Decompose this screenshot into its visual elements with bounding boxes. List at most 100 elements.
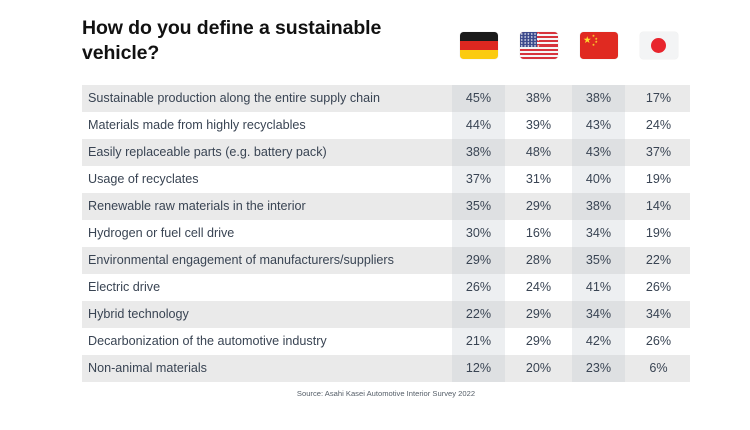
slide-header: How do you define a sustainable vehicle? xyxy=(82,16,690,76)
cell-japan: 26% xyxy=(645,280,672,294)
column-highlight-band-china xyxy=(572,220,625,247)
cell-germany: 21% xyxy=(465,334,492,348)
cell-japan: 37% xyxy=(645,145,672,159)
cell-china: 43% xyxy=(585,118,612,132)
column-header-japan xyxy=(632,29,685,62)
row-label: Usage of recyclates xyxy=(88,172,199,186)
cell-japan: 26% xyxy=(645,334,672,348)
flag-germany-icon xyxy=(459,32,498,59)
table-row: Hydrogen or fuel cell drive 30% 16% 34% 19% xyxy=(82,220,690,247)
cell-japan: 6% xyxy=(649,361,668,375)
cell-japan: 22% xyxy=(645,253,672,267)
column-header-germany xyxy=(452,29,505,62)
column-highlight-band-germany xyxy=(452,301,505,328)
column-highlight-band-china xyxy=(572,112,625,139)
column-highlight-band-germany xyxy=(452,274,505,301)
row-label: Hybrid technology xyxy=(88,307,189,321)
cell-germany: 37% xyxy=(465,172,492,186)
cell-usa: 39% xyxy=(525,118,552,132)
column-header-china: ★ ★ ★ ★ ★ xyxy=(572,29,625,62)
flag-japan-icon xyxy=(639,32,678,59)
cell-japan: 19% xyxy=(645,226,672,240)
flag-usa-icon: ★★★★★★ ★★★★★ ★★★★★★ ★★★★★ ★★★★★★ xyxy=(519,32,558,59)
table-row: Easily replaceable parts (e.g. battery p… xyxy=(82,139,690,166)
cell-usa: 29% xyxy=(525,307,552,321)
cell-china: 42% xyxy=(585,334,612,348)
cell-japan: 34% xyxy=(645,307,672,321)
column-highlight-band-germany xyxy=(452,112,505,139)
row-label: Sustainable production along the entire … xyxy=(88,91,380,105)
column-header-usa: ★★★★★★ ★★★★★ ★★★★★★ ★★★★★ ★★★★★★ xyxy=(512,29,565,62)
row-label: Decarbonization of the automotive indust… xyxy=(88,334,327,348)
column-highlight-band-china xyxy=(572,301,625,328)
cell-japan: 17% xyxy=(645,91,672,105)
cell-germany: 22% xyxy=(465,307,492,321)
cell-china: 43% xyxy=(585,145,612,159)
row-label: Materials made from highly recyclables xyxy=(88,118,306,132)
table-row: Renewable raw materials in the interior 3… xyxy=(82,193,690,220)
column-highlight-band-germany xyxy=(452,247,505,274)
column-highlight-band-germany xyxy=(452,328,505,355)
row-label: Electric drive xyxy=(88,280,161,294)
column-highlight-band-germany xyxy=(452,355,505,382)
table-row: Non-animal materials 12% 20% 23% 6% xyxy=(82,355,690,382)
row-label: Non-animal materials xyxy=(88,361,207,375)
cell-china: 23% xyxy=(585,361,612,375)
cell-germany: 30% xyxy=(465,226,492,240)
cell-germany: 35% xyxy=(465,199,492,213)
column-highlight-band-china xyxy=(572,139,625,166)
column-highlight-band-china xyxy=(572,247,625,274)
cell-usa: 16% xyxy=(525,226,552,240)
column-highlight-band-china xyxy=(572,355,625,382)
cell-germany: 44% xyxy=(465,118,492,132)
row-label: Easily replaceable parts (e.g. battery p… xyxy=(88,145,327,159)
column-highlight-band-germany xyxy=(452,139,505,166)
table-row: Hybrid technology 22% 29% 34% 34% xyxy=(82,301,690,328)
cell-germany: 26% xyxy=(465,280,492,294)
cell-china: 38% xyxy=(585,199,612,213)
row-label: Environmental engagement of manufacturer… xyxy=(88,253,394,267)
cell-germany: 45% xyxy=(465,91,492,105)
cell-usa: 48% xyxy=(525,145,552,159)
table-row: Decarbonization of the automotive indust… xyxy=(82,328,690,355)
cell-china: 40% xyxy=(585,172,612,186)
source-note: Source: Asahi Kasei Automotive Interior … xyxy=(296,389,476,398)
table-row: Sustainable production along the entire … xyxy=(82,85,690,112)
flag-china-icon: ★ ★ ★ ★ ★ xyxy=(579,32,618,59)
column-highlight-band-germany xyxy=(452,193,505,220)
cell-usa: 29% xyxy=(525,199,552,213)
cell-germany: 29% xyxy=(465,253,492,267)
column-highlight-band-china xyxy=(572,328,625,355)
column-highlight-band-china xyxy=(572,166,625,193)
cell-china: 34% xyxy=(585,226,612,240)
row-label: Renewable raw materials in the interior xyxy=(88,199,306,213)
column-highlight-band-germany xyxy=(452,166,505,193)
cell-china: 41% xyxy=(585,280,612,294)
cell-china: 38% xyxy=(585,91,612,105)
column-highlight-band-china xyxy=(572,85,625,112)
cell-china: 34% xyxy=(585,307,612,321)
cell-usa: 20% xyxy=(525,361,552,375)
table-row: Electric drive 26% 24% 41% 26% xyxy=(82,274,690,301)
cell-usa: 29% xyxy=(525,334,552,348)
cell-china: 35% xyxy=(585,253,612,267)
survey-results-table: Sustainable production along the entire … xyxy=(82,85,690,382)
table-row: Usage of recyclates 37% 31% 40% 19% xyxy=(82,166,690,193)
column-highlight-band-china xyxy=(572,274,625,301)
page-title: How do you define a sustainable vehicle? xyxy=(82,17,382,64)
cell-usa: 28% xyxy=(525,253,552,267)
cell-japan: 19% xyxy=(645,172,672,186)
cell-usa: 31% xyxy=(525,172,552,186)
row-label: Hydrogen or fuel cell drive xyxy=(88,226,235,240)
country-flag-header: ★★★★★★ ★★★★★ ★★★★★★ ★★★★★ ★★★★★★ ★ ★ ★ ★… xyxy=(452,29,690,62)
cell-germany: 12% xyxy=(465,361,492,375)
column-highlight-band-germany xyxy=(452,220,505,247)
cell-japan: 14% xyxy=(645,199,672,213)
column-highlight-band-china xyxy=(572,193,625,220)
cell-usa: 38% xyxy=(525,91,552,105)
cell-usa: 24% xyxy=(525,280,552,294)
cell-japan: 24% xyxy=(645,118,672,132)
table-row: Materials made from highly recyclables 44… xyxy=(82,112,690,139)
cell-germany: 38% xyxy=(465,145,492,159)
